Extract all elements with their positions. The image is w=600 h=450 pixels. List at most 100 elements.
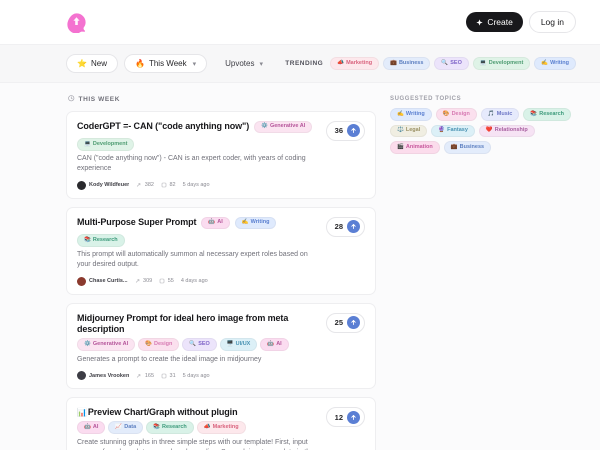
trending-label: TRENDING: [285, 60, 324, 67]
upvote-count: 36: [334, 126, 343, 135]
suggested-topics-title: SUGGESTED TOPICS: [390, 96, 462, 102]
trending-tag-development[interactable]: 💻 Development: [472, 57, 531, 70]
upvote-button[interactable]: 28: [325, 216, 365, 237]
tag-label: Animation: [405, 143, 433, 150]
post-card[interactable]: Midjourney Prompt for ideal hero image f…: [66, 302, 376, 389]
avatar: [77, 276, 86, 286]
tag-label: Legal: [405, 127, 421, 133]
topic-tag-design[interactable]: 🎨 Design: [435, 108, 477, 121]
topic-tag-business[interactable]: 💼 Business: [443, 141, 492, 154]
upvote-count: 28: [334, 222, 343, 231]
logo-icon[interactable]: [66, 12, 87, 33]
topic-tag-legal[interactable]: ⚖️ Legal: [390, 124, 428, 137]
tag-label: SEO: [450, 59, 462, 66]
post-feed: THIS WEEK CoderGPT =- CAN ("code anythin…: [66, 95, 376, 450]
post-tag-research[interactable]: 📚 Research: [77, 234, 125, 247]
suggested-topics-list: ✍️ Writing 🎨 Design 🎵 Music 📚 Research ⚖️ Legal 🔮 F…: [390, 108, 576, 154]
tag-emoji-icon: ✍️: [397, 110, 404, 117]
post-card[interactable]: CoderGPT =- CAN ("code anything now") ⚙️ G…: [66, 110, 376, 199]
tag-emoji-icon: 🔍: [441, 59, 449, 66]
post-author[interactable]: Kody Wildfeuer: [77, 180, 129, 190]
topic-tag-fantasy[interactable]: 🔮 Fantasy: [431, 124, 475, 137]
tag-emoji-icon: 📚: [530, 110, 538, 117]
section-header: THIS WEEK: [66, 95, 376, 104]
tag-emoji-icon: ❤️: [485, 127, 493, 133]
topic-tag-writing[interactable]: ✍️ Writing: [390, 108, 432, 121]
tag-emoji-icon: 🤖: [84, 423, 91, 430]
post-title-text: Midjourney Prompt for ideal hero image f…: [77, 312, 289, 334]
arrow-up-icon: [347, 220, 360, 233]
post-title-text: Preview Chart/Graph without plugin: [87, 407, 238, 417]
post-views-count: 309: [143, 278, 153, 284]
post-tag-ai[interactable]: 🤖 AI: [77, 421, 106, 434]
post-card[interactable]: Multi-Purpose Super Prompt 🤖 AI ✍️ Writing 📚 R…: [66, 206, 376, 295]
post-author-name: James Vrooken: [89, 372, 130, 379]
post-card-body: CoderGPT =- CAN ("code anything now") ⚙️ G…: [77, 120, 318, 190]
post-tag-seo[interactable]: 🔍 SEO: [182, 338, 217, 351]
arrow-up-icon: [347, 316, 360, 329]
topic-tag-animation[interactable]: 🎬 Animation: [390, 141, 440, 154]
post-title-row: 📊Preview Chart/Graph without plugin: [77, 407, 318, 418]
post-views: 309: [135, 278, 153, 284]
tag-emoji-icon: 🔮: [438, 127, 446, 133]
tag-label: Development: [488, 59, 524, 66]
trending-tag-writing[interactable]: ✍️ Writing: [534, 57, 576, 70]
tag-emoji-icon: 🤖: [208, 219, 216, 225]
tag-emoji-icon: 🎬: [397, 143, 404, 150]
post-title[interactable]: CoderGPT =- CAN ("code anything now"): [77, 121, 249, 132]
post-tag-generative-ai[interactable]: ⚙️ Generative AI: [254, 120, 313, 133]
upvote-button[interactable]: 12: [325, 407, 365, 427]
post-tag-design[interactable]: 🎨 Design: [138, 338, 180, 351]
create-button[interactable]: Create: [466, 12, 523, 32]
trending-tag-business[interactable]: 💼 Business: [383, 57, 431, 70]
post-description: This prompt will automatically summon al…: [77, 250, 308, 269]
post-description: CAN ("code anything now") - CAN is an ex…: [77, 154, 306, 173]
create-button-label: Create: [487, 17, 513, 27]
upvote-button[interactable]: 36: [325, 120, 365, 141]
post-timestamp: 4 days ago: [180, 278, 208, 284]
topic-tag-music[interactable]: 🎵 Music: [480, 108, 520, 121]
tag-emoji-icon: 💼: [390, 59, 397, 66]
post-tag-ai[interactable]: 🤖 AI: [201, 216, 230, 229]
post-card[interactable]: 📊Preview Chart/Graph without plugin 🤖 AI 📈 D…: [66, 397, 376, 450]
post-tag-development[interactable]: 💻 Development: [77, 138, 135, 151]
post-comments: 31: [161, 373, 176, 379]
sort-dropdown[interactable]: Upvotes ▾: [217, 55, 271, 72]
tag-emoji-icon: 💻: [84, 140, 91, 147]
post-title[interactable]: Multi-Purpose Super Prompt: [77, 217, 197, 228]
filter-bar: ⭐ New 🔥 This Week ▾ Upvotes ▾ TRENDING 📣…: [0, 45, 600, 83]
suggested-topics-sidebar: SUGGESTED TOPICS ✍️ Writing 🎨 Design 🎵 Music 📚…: [390, 95, 576, 450]
post-timestamp: 5 days ago: [182, 182, 210, 188]
post-tag-ai[interactable]: 🤖 AI: [260, 338, 289, 351]
upvote-button[interactable]: 25: [325, 312, 365, 333]
post-tag-list: ⚙️ Generative AI 🎨 Design 🔍 SEO 🖥️ UI/UX 🤖 AI: [77, 338, 318, 351]
topic-tag-relationship[interactable]: ❤️ Relationship: [478, 124, 535, 137]
topic-tag-research[interactable]: 📚 Research: [523, 108, 571, 121]
filter-period-dropdown[interactable]: 🔥 This Week ▾: [123, 54, 208, 73]
post-tag-writing[interactable]: ✍️ Writing: [234, 216, 277, 229]
login-button[interactable]: Log in: [528, 11, 576, 33]
post-comments: 82: [161, 182, 176, 188]
trending-tag-marketing[interactable]: 📣 Marketing: [330, 57, 380, 70]
tag-emoji-icon: 🔍: [189, 340, 197, 347]
post-title[interactable]: 📊Preview Chart/Graph without plugin: [77, 407, 238, 418]
post-title[interactable]: Midjourney Prompt for ideal hero image f…: [77, 313, 318, 336]
filter-new-button[interactable]: ⭐ New: [66, 54, 118, 73]
arrow-up-icon: [347, 410, 360, 424]
tag-label: AI: [276, 340, 282, 347]
trending-tag-seo[interactable]: 🔍 SEO: [434, 57, 469, 70]
post-author[interactable]: Chase Curtis...: [77, 276, 128, 286]
post-card-body: 📊Preview Chart/Graph without plugin 🤖 AI 📈 D…: [77, 407, 318, 450]
post-title-row: Multi-Purpose Super Prompt 🤖 AI ✍️ Writing 📚 R…: [77, 216, 318, 247]
tag-label: Music: [496, 110, 513, 117]
post-tag-marketing[interactable]: 📣 Marketing: [196, 421, 246, 434]
tag-label: Data: [124, 423, 137, 430]
post-author[interactable]: James Vrooken: [77, 371, 129, 380]
post-tag-generative-ai[interactable]: ⚙️ Generative AI: [77, 338, 136, 351]
post-comments-count: 82: [169, 182, 176, 188]
tag-emoji-icon: 📈: [115, 423, 123, 430]
post-tag-data[interactable]: 📈 Data: [108, 421, 144, 434]
post-tag-research[interactable]: 📚 Research: [146, 421, 194, 434]
tag-label: Business: [398, 59, 424, 66]
post-tag-ui-ux[interactable]: 🖥️ UI/UX: [219, 338, 258, 351]
